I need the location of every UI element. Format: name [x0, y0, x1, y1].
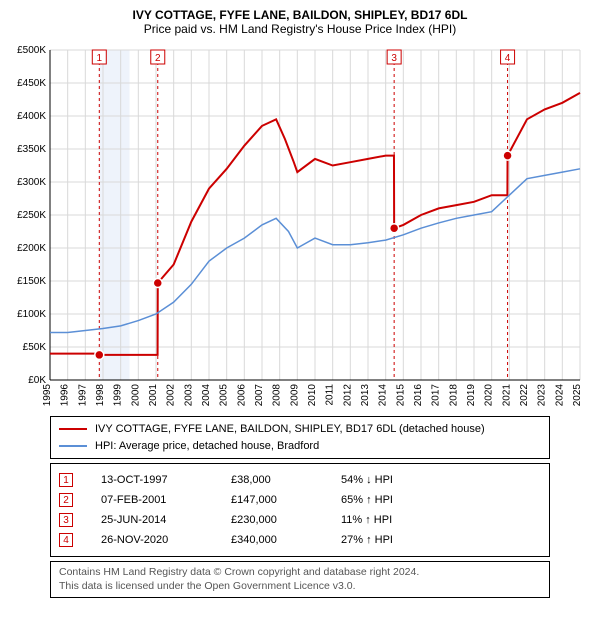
footer-line-1: Contains HM Land Registry data © Crown c… [59, 566, 541, 580]
svg-text:2000: 2000 [130, 384, 141, 407]
event-price: £147,000 [231, 494, 341, 506]
event-date: 13-OCT-1997 [101, 474, 231, 486]
svg-text:2020: 2020 [484, 384, 495, 407]
event-marker-icon: 2 [59, 493, 73, 507]
svg-text:1997: 1997 [77, 384, 88, 407]
footer-attribution: Contains HM Land Registry data © Crown c… [50, 561, 550, 598]
event-date: 07-FEB-2001 [101, 494, 231, 506]
event-marker-icon: 4 [59, 533, 73, 547]
svg-text:1999: 1999 [113, 384, 124, 407]
svg-text:£100K: £100K [17, 309, 46, 320]
svg-text:2013: 2013 [360, 384, 371, 407]
svg-text:2010: 2010 [307, 384, 318, 407]
event-price: £340,000 [231, 534, 341, 546]
svg-text:£150K: £150K [17, 276, 46, 287]
svg-text:2024: 2024 [554, 384, 565, 407]
footer-line-2: This data is licensed under the Open Gov… [59, 580, 541, 594]
svg-text:1998: 1998 [95, 384, 106, 407]
page-subtitle: Price paid vs. HM Land Registry's House … [10, 22, 590, 36]
svg-text:£200K: £200K [17, 243, 46, 254]
legend-swatch [59, 428, 87, 430]
event-price: £230,000 [231, 514, 341, 526]
svg-text:4: 4 [505, 53, 511, 64]
svg-text:£300K: £300K [17, 177, 46, 188]
svg-text:2021: 2021 [501, 384, 512, 407]
svg-text:2015: 2015 [395, 384, 406, 407]
svg-text:3: 3 [391, 53, 397, 64]
event-delta: 65% ↑ HPI [341, 494, 421, 506]
event-row: 2 07-FEB-2001£147,00065% ↑ HPI [59, 490, 541, 510]
svg-text:£450K: £450K [17, 78, 46, 89]
event-date: 26-NOV-2020 [101, 534, 231, 546]
svg-text:2003: 2003 [183, 384, 194, 407]
svg-text:2014: 2014 [378, 384, 389, 407]
svg-text:£350K: £350K [17, 144, 46, 155]
svg-text:2007: 2007 [254, 384, 265, 407]
event-price: £38,000 [231, 474, 341, 486]
svg-text:1996: 1996 [60, 384, 71, 407]
svg-text:£250K: £250K [17, 210, 46, 221]
svg-text:2016: 2016 [413, 384, 424, 407]
svg-text:2022: 2022 [519, 384, 530, 407]
svg-text:2018: 2018 [448, 384, 459, 407]
svg-text:1995: 1995 [42, 384, 53, 407]
event-marker-icon: 3 [59, 513, 73, 527]
event-row: 4 26-NOV-2020£340,00027% ↑ HPI [59, 530, 541, 550]
legend-label: HPI: Average price, detached house, Brad… [95, 438, 319, 455]
svg-text:2011: 2011 [325, 384, 336, 406]
price-chart: £0K£50K£100K£150K£200K£250K£300K£350K£40… [10, 40, 590, 410]
svg-text:2023: 2023 [537, 384, 548, 407]
svg-text:2001: 2001 [148, 384, 159, 407]
svg-text:2012: 2012 [342, 384, 353, 407]
event-row: 1 13-OCT-1997£38,00054% ↓ HPI [59, 470, 541, 490]
legend-label: IVY COTTAGE, FYFE LANE, BAILDON, SHIPLEY… [95, 421, 485, 438]
svg-text:£500K: £500K [17, 45, 46, 56]
legend-item: HPI: Average price, detached house, Brad… [59, 438, 541, 455]
svg-text:2019: 2019 [466, 384, 477, 407]
event-marker-icon: 1 [59, 473, 73, 487]
page-title: IVY COTTAGE, FYFE LANE, BAILDON, SHIPLEY… [10, 8, 590, 22]
event-delta: 54% ↓ HPI [341, 474, 421, 486]
event-delta: 11% ↑ HPI [341, 514, 421, 526]
svg-text:2006: 2006 [236, 384, 247, 407]
event-date: 25-JUN-2014 [101, 514, 231, 526]
svg-text:2017: 2017 [431, 384, 442, 407]
svg-text:2002: 2002 [166, 384, 177, 407]
svg-text:2: 2 [155, 53, 161, 64]
events-table: 1 13-OCT-1997£38,00054% ↓ HPI 2 07-FEB-2001… [50, 463, 550, 557]
event-row: 3 25-JUN-2014£230,00011% ↑ HPI [59, 510, 541, 530]
legend: IVY COTTAGE, FYFE LANE, BAILDON, SHIPLEY… [50, 416, 550, 459]
legend-item: IVY COTTAGE, FYFE LANE, BAILDON, SHIPLEY… [59, 421, 541, 438]
svg-text:2009: 2009 [289, 384, 300, 407]
svg-text:£50K: £50K [23, 342, 47, 353]
svg-text:2005: 2005 [219, 384, 230, 407]
legend-swatch [59, 445, 87, 447]
svg-text:2025: 2025 [572, 384, 583, 407]
event-delta: 27% ↑ HPI [341, 534, 421, 546]
svg-text:2008: 2008 [272, 384, 283, 407]
svg-text:2004: 2004 [201, 384, 212, 407]
svg-text:1: 1 [97, 53, 103, 64]
svg-text:£400K: £400K [17, 111, 46, 122]
